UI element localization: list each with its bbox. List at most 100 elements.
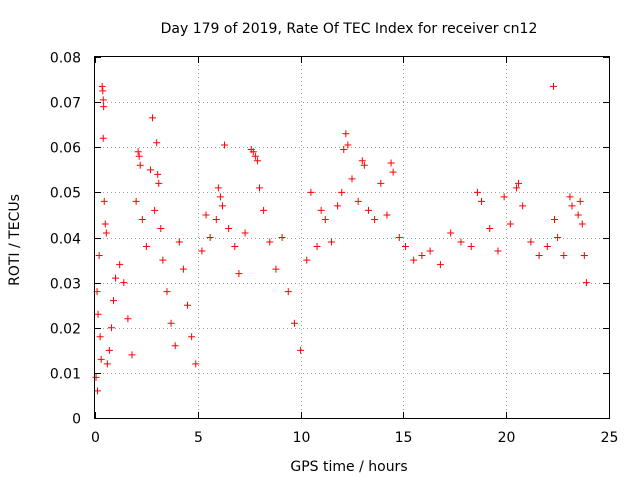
data-point — [377, 179, 385, 187]
data-point — [134, 148, 142, 156]
data-point — [142, 243, 150, 251]
data-point — [389, 168, 397, 176]
data-point — [500, 193, 508, 201]
data-point — [344, 141, 352, 149]
data-point — [338, 188, 346, 196]
data-point — [486, 224, 494, 232]
data-point — [284, 288, 292, 296]
data-point — [107, 324, 115, 332]
y-tick-label: 0.05 — [50, 186, 81, 202]
data-point — [371, 215, 379, 223]
data-point — [136, 161, 144, 169]
data-point — [410, 256, 418, 264]
data-point — [112, 274, 120, 282]
data-point — [426, 247, 434, 255]
data-point — [535, 252, 543, 260]
y-tick-label: 0.04 — [50, 232, 81, 248]
plot-frame — [94, 56, 610, 419]
data-point — [303, 256, 311, 264]
data-point — [266, 238, 274, 246]
data-point — [582, 279, 590, 287]
data-point — [241, 229, 249, 237]
data-point — [99, 96, 107, 104]
data-point — [151, 206, 159, 214]
data-point — [327, 238, 335, 246]
chart-title: Day 179 of 2019, Rate Of TEC Index for r… — [161, 21, 538, 37]
y-tick-label: 0.06 — [50, 141, 81, 157]
data-point — [478, 197, 486, 205]
y-tick-label: 0.01 — [50, 367, 81, 383]
data-point — [214, 184, 222, 192]
data-point — [221, 141, 229, 149]
data-point — [313, 243, 321, 251]
data-point — [99, 87, 107, 95]
data-point — [249, 148, 257, 156]
data-point — [153, 139, 161, 147]
data-point — [576, 197, 584, 205]
data-point — [401, 243, 409, 251]
data-point — [387, 159, 395, 167]
data-point — [321, 215, 329, 223]
data-point — [519, 202, 527, 210]
data-point — [102, 229, 110, 237]
data-point — [179, 265, 187, 273]
data-point — [98, 82, 106, 90]
data-point — [340, 146, 348, 154]
data-point — [447, 229, 455, 237]
data-point — [124, 315, 132, 323]
data-point — [580, 252, 588, 260]
data-point — [467, 243, 475, 251]
data-point — [354, 197, 362, 205]
data-point — [163, 288, 171, 296]
data-point — [566, 193, 574, 201]
y-tick-label: 0.02 — [50, 322, 81, 338]
data-point — [568, 202, 576, 210]
data-point — [132, 197, 140, 205]
data-point — [290, 319, 298, 327]
data-point — [212, 215, 220, 223]
data-point — [192, 360, 200, 368]
data-point — [418, 252, 426, 260]
data-point — [297, 346, 305, 354]
data-point — [96, 333, 104, 341]
data-point — [251, 152, 259, 160]
data-point — [348, 175, 356, 183]
data-point — [100, 197, 108, 205]
x-tick-label: 10 — [293, 430, 311, 446]
data-point — [116, 261, 124, 269]
axis-ticks — [95, 57, 610, 419]
data-point — [92, 373, 100, 381]
y-tick-label: 0.03 — [50, 277, 81, 293]
data-point — [171, 342, 179, 350]
data-point — [188, 333, 196, 341]
data-point — [101, 220, 109, 228]
data-point — [105, 346, 113, 354]
data-point — [255, 184, 263, 192]
y-tick-label: 0.07 — [50, 96, 81, 112]
data-point — [278, 234, 286, 241]
x-tick-label: 15 — [395, 430, 413, 446]
data-point — [551, 215, 559, 223]
x-tick-label: 0 — [91, 430, 100, 446]
data-point — [202, 211, 210, 219]
data-point — [358, 157, 366, 165]
data-point — [494, 247, 502, 255]
data-point — [225, 224, 233, 232]
data-point — [218, 202, 226, 210]
data-point — [543, 243, 551, 251]
data-point — [95, 252, 103, 260]
grid-lines — [95, 57, 609, 418]
y-tick-label: 0 — [72, 412, 81, 428]
data-point — [383, 211, 391, 219]
data-point — [184, 301, 192, 309]
y-axis-label: ROTI / TECUs — [7, 194, 23, 286]
data-point — [260, 206, 268, 214]
data-point — [99, 134, 107, 142]
data-point — [138, 215, 146, 223]
data-point — [253, 157, 261, 165]
data-point — [457, 238, 465, 246]
data-point — [342, 130, 350, 138]
data-point — [94, 310, 102, 318]
data-point — [574, 211, 582, 219]
data-point — [506, 220, 514, 228]
